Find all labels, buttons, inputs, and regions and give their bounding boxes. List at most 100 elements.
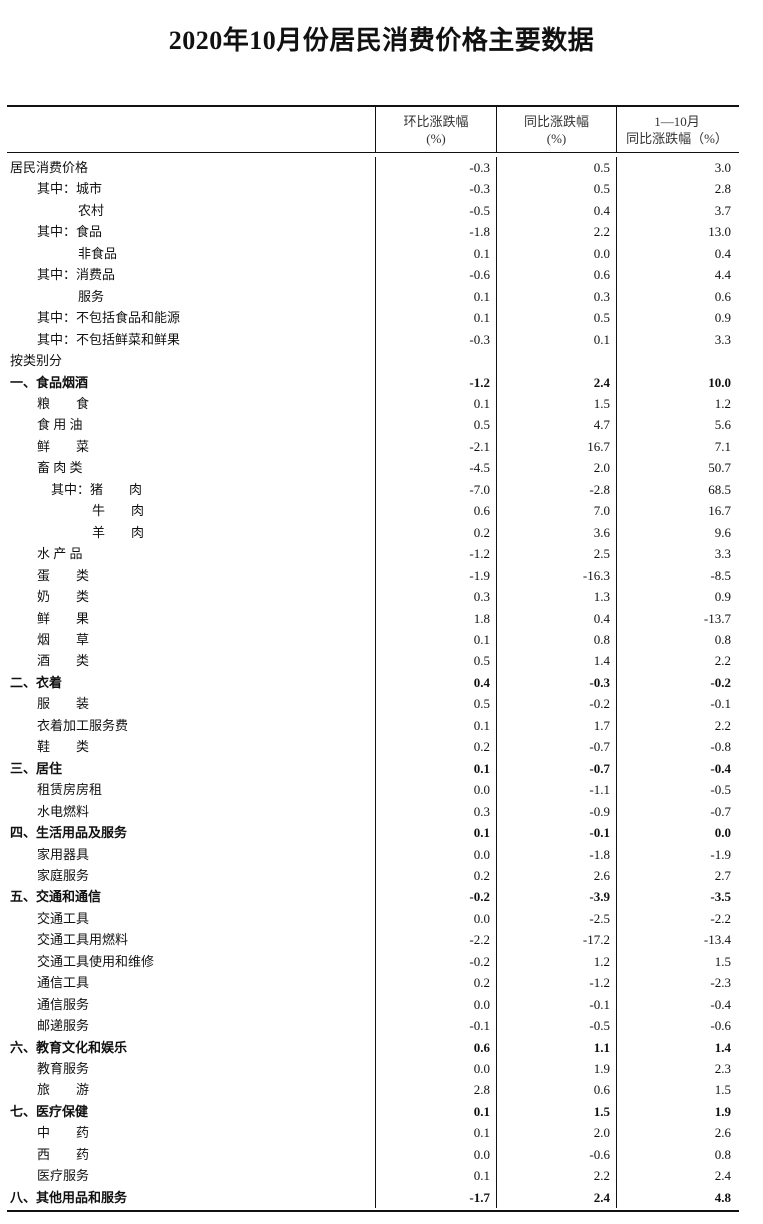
mom-value [375, 350, 496, 372]
yoy-value: -0.7 [496, 736, 616, 758]
ytd-value: -0.2 [616, 671, 737, 694]
table-row: 鞋 类 0.2 -0.7 -0.8 [7, 736, 739, 758]
row-label: 其中：猪 肉 [51, 481, 143, 497]
yoy-value: -0.6 [496, 1143, 616, 1166]
mom-value: 0.1 [375, 307, 496, 329]
row-label: 五、交通和通信 [10, 889, 102, 905]
header-item [7, 107, 375, 152]
row-label: 服务 [78, 288, 105, 304]
yoy-value: 16.7 [496, 435, 616, 458]
ytd-value: 2.3 [616, 1058, 737, 1080]
header-ytd: 1—10月 同比涨跌幅（%） [616, 107, 737, 152]
ytd-value: -0.6 [616, 1015, 737, 1037]
mom-value: 2.8 [375, 1079, 496, 1101]
yoy-value: -3.9 [496, 886, 616, 908]
table-row: 八、其他用品和服务 -1.7 2.4 4.8 [7, 1186, 739, 1209]
header-ytd-line1: 1—10月 [654, 114, 700, 129]
row-label: 蛋 类 [37, 567, 90, 583]
yoy-value [496, 350, 616, 372]
table-row: 蛋 类 -1.9 -16.3 -8.5 [7, 564, 739, 587]
mom-value: 0.6 [375, 1036, 496, 1059]
mom-value: -0.6 [375, 264, 496, 286]
row-label: 食 用 油 [37, 417, 83, 433]
row-label: 烟 草 [37, 631, 90, 647]
mom-value: -4.5 [375, 457, 496, 479]
table-row: 二、衣着 0.4 -0.3 -0.2 [7, 671, 739, 694]
yoy-value: 2.5 [496, 543, 616, 565]
table-row: 其中：不包括食品和能源 0.1 0.5 0.9 [7, 307, 739, 329]
row-label: 鲜 菜 [37, 438, 90, 454]
row-label: 租赁房房租 [37, 782, 103, 798]
ytd-value: 3.7 [616, 199, 737, 222]
yoy-value: -0.7 [496, 757, 616, 780]
mom-value: -0.3 [375, 178, 496, 200]
table-row: 服 装 0.5 -0.2 -0.1 [7, 693, 739, 715]
yoy-value: 2.4 [496, 371, 616, 393]
ytd-value: 0.9 [616, 307, 737, 329]
mom-value: 0.6 [375, 500, 496, 522]
table-row: 西 药 0.0 -0.6 0.8 [7, 1143, 739, 1166]
yoy-value: -0.5 [496, 1015, 616, 1037]
table-row: 服务 0.1 0.3 0.6 [7, 285, 739, 308]
mom-value: -0.5 [375, 199, 496, 222]
mom-value: 0.0 [375, 843, 496, 865]
table-row: 五、交通和通信 -0.2 -3.9 -3.5 [7, 886, 739, 908]
header-mom: 环比涨跌幅 (%) [375, 107, 496, 152]
row-label: 西 药 [37, 1146, 90, 1162]
mom-value: 0.2 [375, 521, 496, 544]
yoy-value: -0.3 [496, 671, 616, 694]
yoy-value: 0.5 [496, 307, 616, 329]
table-row: 租赁房房租 0.0 -1.1 -0.5 [7, 779, 739, 801]
ytd-value: -2.2 [616, 907, 737, 930]
mom-value: 0.1 [375, 285, 496, 308]
table-row: 教育服务 0.0 1.9 2.3 [7, 1058, 739, 1080]
mom-value: 0.2 [375, 972, 496, 994]
row-label: 牛 肉 [92, 503, 145, 519]
table-row: 其中：不包括鲜菜和鲜果 -0.3 0.1 3.3 [7, 328, 739, 351]
ytd-value: 0.8 [616, 1143, 737, 1166]
table-row: 六、教育文化和娱乐 0.6 1.1 1.4 [7, 1036, 739, 1059]
mom-value: 0.1 [375, 392, 496, 415]
ytd-value: 1.9 [616, 1100, 737, 1123]
ytd-value: 0.0 [616, 822, 737, 844]
mom-value: 0.0 [375, 1143, 496, 1166]
row-label: 畜 肉 类 [37, 460, 83, 476]
row-label: 其中：不包括食品和能源 [37, 310, 181, 326]
row-label: 水电燃料 [37, 803, 90, 819]
table-row: 交通工具用燃料 -2.2 -17.2 -13.4 [7, 929, 739, 951]
yoy-value: -2.8 [496, 478, 616, 501]
row-label: 七、医疗保健 [10, 1103, 89, 1119]
yoy-value: 0.5 [496, 178, 616, 200]
yoy-value: 0.1 [496, 328, 616, 351]
yoy-value: 7.0 [496, 500, 616, 522]
ytd-value [616, 350, 737, 372]
mom-value: -1.2 [375, 543, 496, 565]
ytd-value: 3.0 [616, 157, 737, 179]
row-label: 三、居住 [10, 760, 63, 776]
header-mom-line1: 环比涨跌幅 [403, 114, 469, 129]
table-row: 家庭服务 0.2 2.6 2.7 [7, 864, 739, 887]
table-row: 四、生活用品及服务 0.1 -0.1 0.0 [7, 822, 739, 844]
mom-value: 0.1 [375, 822, 496, 844]
ytd-value: -13.4 [616, 929, 737, 951]
ytd-value: -13.7 [616, 607, 737, 629]
yoy-value: 0.0 [496, 242, 616, 265]
ytd-value: -2.3 [616, 972, 737, 994]
row-label: 鲜 果 [37, 610, 90, 626]
table-row: 食 用 油 0.5 4.7 5.6 [7, 414, 739, 436]
row-label: 服 装 [37, 696, 90, 712]
yoy-value: -2.5 [496, 907, 616, 930]
ytd-value: 2.2 [616, 714, 737, 737]
ytd-value: 1.5 [616, 1079, 737, 1101]
table-row: 居民消费价格 -0.3 0.5 3.0 [7, 157, 739, 179]
table-row: 旅 游 2.8 0.6 1.5 [7, 1079, 739, 1101]
mom-value: 0.0 [375, 779, 496, 801]
ytd-value: 16.7 [616, 500, 737, 522]
mom-value: -2.2 [375, 929, 496, 951]
ytd-value: 10.0 [616, 371, 737, 393]
row-label: 其中：消费品 [37, 267, 116, 283]
header-ytd-unit: 同比涨跌幅（%） [626, 131, 728, 146]
yoy-value: -0.1 [496, 993, 616, 1016]
ytd-value: -0.7 [616, 800, 737, 823]
ytd-value: 4.4 [616, 264, 737, 286]
